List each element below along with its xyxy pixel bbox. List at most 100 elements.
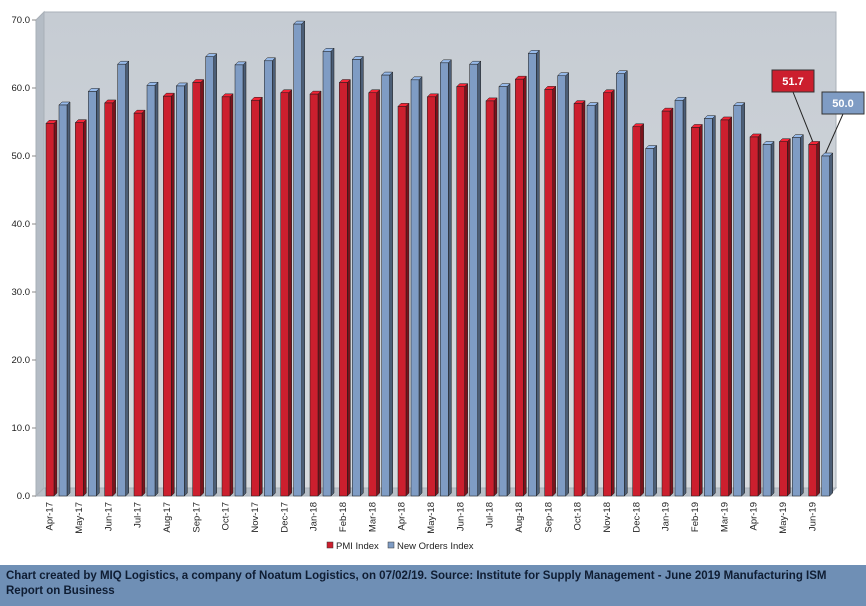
bar-new-orders [293, 20, 306, 497]
source-footer: Chart created by MIQ Logistics, a compan… [0, 565, 866, 606]
bar-side [787, 138, 791, 497]
bar-new-orders [469, 60, 482, 497]
bar-new-orders [87, 87, 100, 497]
x-tick-label: Jan-19 [661, 502, 672, 531]
bar-front [234, 64, 244, 497]
bar-front [733, 105, 742, 497]
bar-side [418, 76, 423, 497]
bar-pmi [573, 100, 586, 497]
bar-front [58, 104, 68, 497]
x-tick-label: Jan-18 [309, 502, 320, 531]
bar-pmi [192, 78, 205, 497]
bar-side [728, 116, 732, 497]
bar-side [435, 93, 439, 497]
bar-front [528, 53, 537, 497]
bar-pmi [250, 96, 263, 497]
bar-front [88, 91, 97, 497]
bar-new-orders [615, 70, 628, 497]
bar-front [427, 96, 436, 497]
bar-side [552, 85, 556, 497]
bar-new-orders [527, 49, 540, 497]
bar-side [96, 87, 100, 497]
bar-front [410, 79, 420, 497]
bar-pmi [778, 138, 791, 497]
bar-side [565, 72, 569, 497]
bar-pmi [221, 93, 234, 497]
bar-side [669, 107, 674, 497]
x-tick-label: Jun-19 [807, 502, 818, 531]
x-tick-label: Mar-18 [367, 502, 378, 532]
bar-new-orders [263, 57, 276, 497]
bar-side [712, 114, 716, 497]
bar-side [184, 82, 188, 497]
bar-side [405, 102, 410, 497]
bar-front [75, 122, 84, 497]
bar-front [440, 62, 449, 497]
bar-chart: 0.0 10.0 20.0 30.0 40.0 50.0 60.0 70.0 Apr-17 Ma… [12, 10, 865, 552]
x-tick-label: Jul-17 [133, 502, 144, 528]
y-tick-label: 30.0 [12, 287, 31, 298]
bar-side [536, 49, 540, 497]
x-tick-label: Sep-18 [543, 502, 554, 533]
bar-front [485, 100, 495, 497]
callout-box [821, 91, 865, 115]
bar-side [154, 81, 159, 497]
bar-front [205, 56, 214, 497]
bar-front [515, 78, 524, 497]
bar-new-orders [791, 134, 804, 497]
bar-side [829, 152, 833, 497]
x-tick-label: Nov-17 [250, 502, 261, 533]
bar-front [645, 148, 654, 497]
bar-new-orders [58, 101, 71, 497]
bar-front [674, 99, 684, 497]
bar-side [376, 89, 380, 497]
x-tick-label: May-18 [426, 502, 437, 534]
bar-new-orders [205, 53, 218, 497]
bar-front [456, 86, 465, 497]
bar-new-orders [733, 102, 746, 497]
bar-front [381, 74, 390, 497]
bar-side [699, 123, 703, 497]
callout-box [771, 69, 815, 93]
bar-side [141, 109, 146, 497]
x-tick-label: Sep-17 [191, 502, 202, 533]
bar-front [117, 63, 126, 497]
callout-leader [825, 113, 844, 154]
bar-side [493, 97, 498, 497]
bar-side [83, 119, 87, 497]
x-tick-label: Aug-17 [162, 502, 173, 533]
bar-new-orders [146, 81, 159, 497]
bar-pmi [485, 97, 498, 497]
bar-front [163, 95, 172, 497]
bar-new-orders [674, 96, 687, 497]
bar-side [477, 60, 481, 497]
bar-front [309, 93, 319, 497]
bar-pmi [45, 119, 58, 497]
y-tick-label: 50.0 [12, 151, 31, 162]
x-tick-label: Apr-18 [397, 502, 408, 531]
bar-side [200, 78, 204, 497]
x-tick-label: Aug-18 [514, 502, 525, 533]
bar-pmi [661, 107, 674, 497]
x-tick-label: Jul-18 [485, 502, 496, 528]
bar-new-orders [175, 82, 188, 497]
bar-front [280, 92, 289, 497]
callout-label: 51.7 [782, 76, 803, 88]
x-tick-label: Jun-18 [455, 502, 466, 531]
bar-new-orders [821, 152, 834, 497]
legend-swatch [326, 541, 334, 549]
bar-pmi [749, 133, 762, 497]
bar-side [682, 96, 687, 497]
bar-pmi [544, 85, 557, 497]
bar-front [586, 105, 596, 497]
bar-pmi [426, 93, 439, 497]
bar-front [779, 141, 788, 497]
bar-pmi [162, 92, 175, 497]
bar-pmi [397, 102, 410, 497]
callouts: 51.7 50.0 [771, 69, 865, 154]
bar-pmi [514, 75, 527, 497]
bar-front [264, 60, 273, 497]
bar-side [112, 99, 116, 497]
bar-new-orders [234, 61, 247, 497]
callout-label: 50.0 [832, 98, 853, 110]
